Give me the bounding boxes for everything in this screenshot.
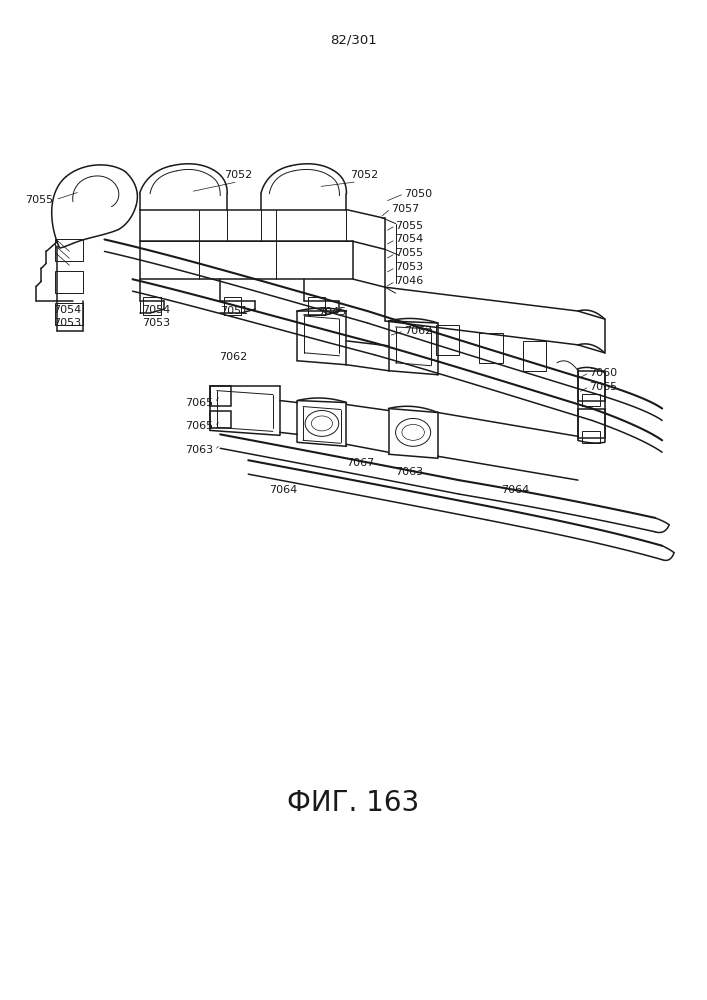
Text: 7053: 7053 <box>396 262 423 272</box>
Text: 7065: 7065 <box>589 382 617 392</box>
Text: 7055: 7055 <box>396 248 423 258</box>
Text: 7051: 7051 <box>220 306 248 316</box>
Text: 7052: 7052 <box>350 170 378 180</box>
Text: 7065: 7065 <box>185 398 214 408</box>
Text: ФИГ. 163: ФИГ. 163 <box>287 789 420 817</box>
Text: 7054: 7054 <box>141 305 170 315</box>
Bar <box>522 341 547 371</box>
Text: 7057: 7057 <box>391 204 419 214</box>
Text: 7050: 7050 <box>404 189 432 199</box>
Text: 7055: 7055 <box>396 221 423 231</box>
Bar <box>223 297 241 315</box>
Bar <box>479 333 503 363</box>
Text: 7054: 7054 <box>396 234 423 244</box>
Bar <box>210 411 230 428</box>
Bar <box>210 386 230 406</box>
Bar <box>582 431 600 443</box>
Bar <box>578 409 604 438</box>
Text: 7052: 7052 <box>223 170 252 180</box>
Text: 82/301: 82/301 <box>330 33 377 46</box>
Bar <box>436 325 460 355</box>
Text: 7053: 7053 <box>141 318 170 328</box>
Text: 7053: 7053 <box>53 318 81 328</box>
Text: 7063: 7063 <box>396 467 423 477</box>
Bar <box>578 371 604 401</box>
Text: 7063: 7063 <box>185 445 214 455</box>
Bar <box>143 297 160 315</box>
Text: 7064: 7064 <box>501 485 529 495</box>
Text: 7062: 7062 <box>404 326 432 336</box>
Bar <box>582 394 600 406</box>
Text: 7060: 7060 <box>589 368 617 378</box>
Text: 7064: 7064 <box>269 485 298 495</box>
Bar <box>55 239 83 261</box>
Bar <box>55 271 83 293</box>
Text: 7045: 7045 <box>318 307 346 317</box>
Text: 7062: 7062 <box>218 352 247 362</box>
Text: 7055: 7055 <box>25 195 53 205</box>
Text: 7067: 7067 <box>346 458 375 468</box>
Bar <box>308 297 325 315</box>
Bar <box>55 303 83 325</box>
Text: 7065: 7065 <box>185 421 214 431</box>
Text: 7046: 7046 <box>396 276 423 286</box>
Text: 7054: 7054 <box>53 305 81 315</box>
